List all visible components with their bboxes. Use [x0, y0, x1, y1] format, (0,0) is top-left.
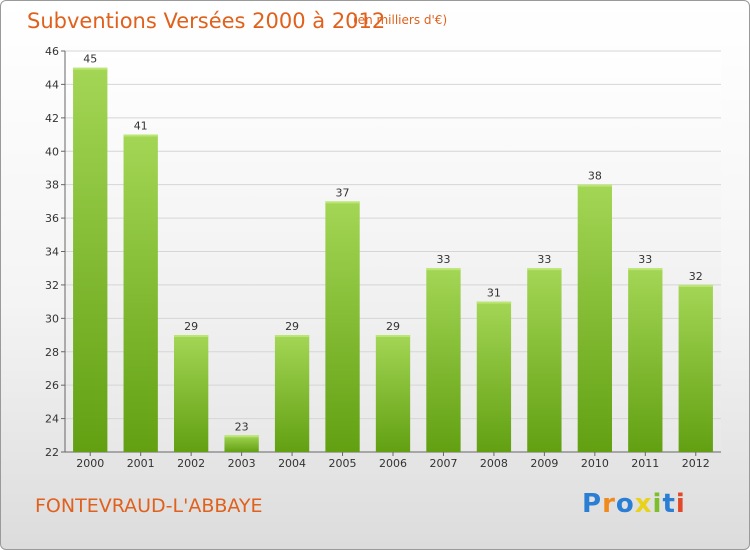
logo-letter: i [675, 489, 686, 519]
y-tick-label: 32 [45, 279, 59, 292]
data-label: 32 [689, 270, 703, 283]
bar-highlight [476, 301, 512, 304]
bar [678, 284, 713, 452]
bar-highlight [325, 201, 360, 204]
y-tick-label: 30 [45, 312, 59, 325]
data-label: 33 [436, 253, 450, 266]
bar-highlight [577, 184, 613, 187]
x-tick-label: 2010 [581, 457, 609, 470]
proxiti-logo: Proxiti [582, 489, 686, 519]
bar [274, 335, 310, 452]
y-tick-label: 46 [45, 45, 59, 58]
x-tick-label: 2008 [480, 457, 508, 470]
data-label: 33 [638, 253, 652, 266]
x-tick-label: 2004 [278, 457, 306, 470]
x-tick-label: 2002 [177, 457, 205, 470]
data-label: 33 [537, 253, 551, 266]
bar [375, 335, 411, 452]
bar [73, 67, 108, 452]
x-tick-label: 2009 [530, 457, 558, 470]
y-tick-label: 22 [45, 446, 59, 459]
bar [173, 335, 209, 452]
bar [628, 268, 663, 452]
bar-highlight [173, 335, 209, 338]
x-tick-label: 2003 [228, 457, 256, 470]
data-label: 29 [386, 320, 400, 333]
x-tick-label: 2000 [76, 457, 104, 470]
chart-title: Subventions Versées 2000 à 2012 [27, 9, 386, 33]
y-tick-label: 34 [45, 246, 59, 259]
y-tick-label: 40 [45, 145, 59, 158]
x-tick-label: 2001 [127, 457, 155, 470]
bar-highlight [274, 335, 310, 338]
y-tick-label: 42 [45, 112, 59, 125]
bar [123, 134, 158, 452]
bar-highlight [628, 268, 663, 271]
x-tick-label: 2007 [429, 457, 457, 470]
bar [325, 201, 360, 452]
x-tick-label: 2012 [682, 457, 710, 470]
data-label: 31 [487, 287, 501, 300]
data-label: 37 [336, 186, 350, 199]
bar-highlight [375, 335, 411, 338]
bar [426, 268, 461, 452]
logo-letter: o [615, 489, 635, 519]
logo-letter: i [652, 489, 663, 519]
bar [476, 301, 512, 452]
data-label: 29 [184, 320, 198, 333]
y-tick-label: 28 [45, 346, 59, 359]
data-label: 45 [83, 53, 97, 66]
y-tick-label: 38 [45, 179, 59, 192]
data-label: 29 [285, 320, 299, 333]
bar [224, 435, 259, 452]
bars [73, 67, 713, 452]
data-label: 38 [588, 170, 602, 183]
bar-highlight [224, 435, 259, 438]
logo-letter: x [634, 489, 653, 519]
commune-name: FONTEVRAUD-L'ABBAYE [35, 495, 263, 517]
chart-subtitle: (en milliers d'€) [353, 13, 448, 27]
bar-highlight [426, 268, 461, 271]
logo-letter: P [582, 489, 603, 519]
bar [527, 268, 562, 452]
x-tick-label: 2005 [329, 457, 357, 470]
logo-letter: r [602, 489, 616, 519]
y-tick-label: 26 [45, 379, 59, 392]
bar [577, 184, 613, 452]
x-tick-label: 2011 [631, 457, 659, 470]
bar-highlight [678, 284, 713, 287]
y-tick-label: 36 [45, 212, 59, 225]
y-tick-label: 44 [45, 78, 59, 91]
data-label: 23 [235, 420, 249, 433]
data-label: 41 [134, 120, 148, 133]
bar-highlight [73, 67, 108, 70]
bar-highlight [527, 268, 562, 271]
bar-highlight [123, 134, 158, 137]
y-tick-label: 24 [45, 413, 59, 426]
x-tick-label: 2006 [379, 457, 407, 470]
logo-letter: t [662, 489, 676, 519]
labels: 22 24 26 28 30 32 34 36 38 40 42 44 46 45 2000 41 2001 29… [45, 45, 710, 470]
